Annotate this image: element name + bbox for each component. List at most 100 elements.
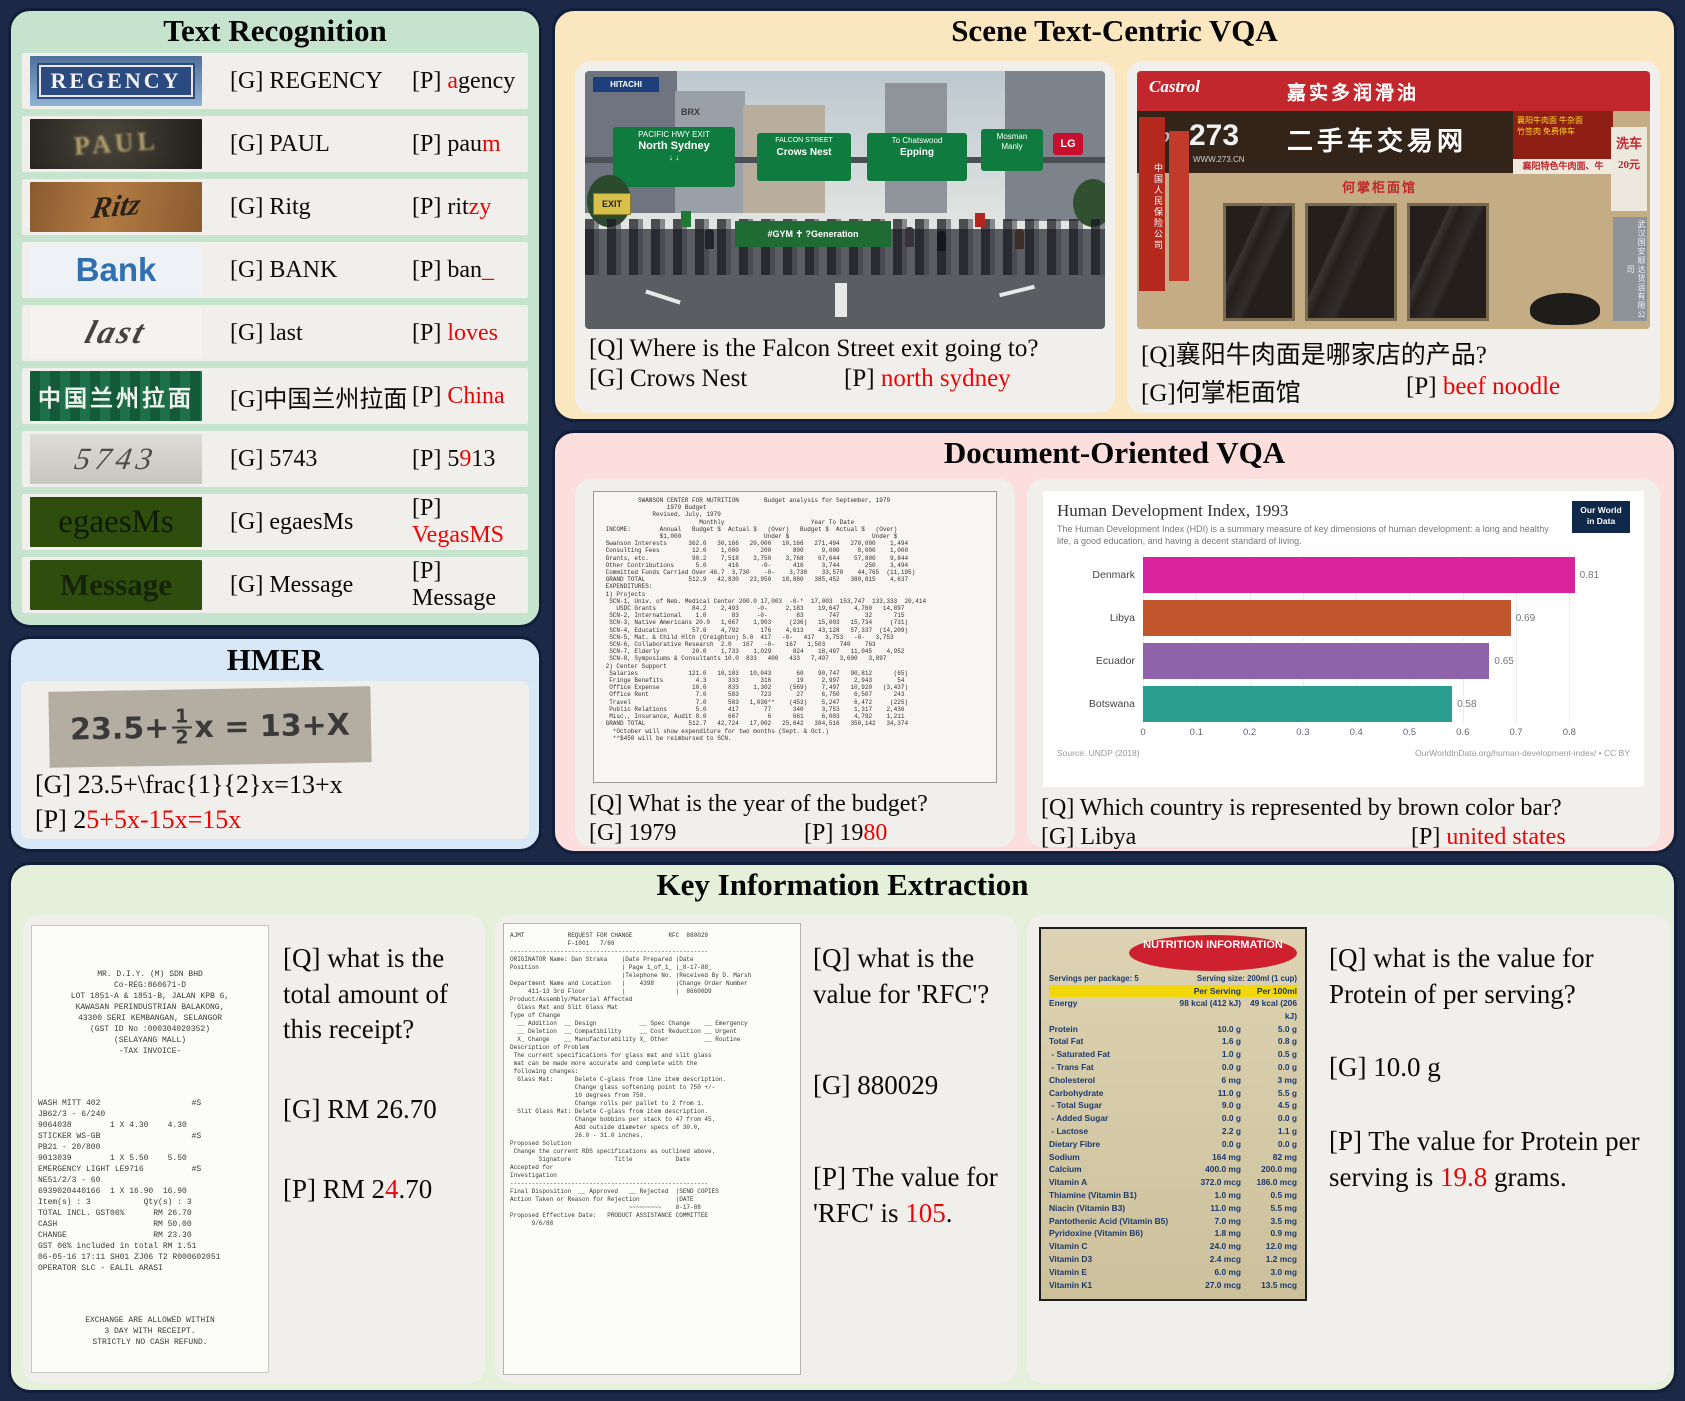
text-recognition-row: REGENCY [G] REGENCY [P] agency — [22, 53, 528, 109]
per-100ml-value: 5.5 mg — [1270, 1202, 1297, 1213]
ground-truth-text: [G] Ritg — [230, 193, 311, 220]
prediction-text: [P] united states — [1411, 824, 1566, 850]
street-scene-image: HITACHI BRX LG PACIFIC HWY EXIT North Sy… — [585, 71, 1105, 329]
form-line: Add outside diameter specs of 30.0, — [510, 1124, 701, 1131]
nutrient-name: Pantothenic Acid (Vitamin B5) — [1049, 1215, 1169, 1226]
document-line: Other Contributions 5.0 416 -0- 416 3,74… — [602, 561, 909, 569]
sign-arrows: ↓ ↓ — [668, 153, 680, 162]
nutrition-rows: Energy 98 kcal (412 kJ) 49 kcal (206 kJ)… — [1049, 997, 1297, 1291]
nutrition-row: Energy 98 kcal (412 kJ) 49 kcal (206 kJ) — [1049, 997, 1297, 1023]
text-recognition-panel: Text Recognition REGENCY [G] REGENCY [P]… — [8, 8, 542, 628]
form-line: Action Taken or Reason for Rejection |DA… — [510, 1196, 694, 1203]
form-line: Change the current RDS specifications as… — [510, 1148, 716, 1155]
per-100ml-value: 13.5 mcg — [1261, 1279, 1297, 1290]
form-line: 9/6/88 — [510, 1220, 554, 1227]
receipt-line: (GST ID No :000304020352) — [89, 1025, 211, 1034]
per-100ml-value: 3.5 mg — [1270, 1215, 1297, 1226]
document-line: SCN-8, Symposiums & Consultants 10.0 833… — [602, 655, 887, 663]
nutrition-row: - Saturated Fat 1.0 g 0.5 g — [1049, 1048, 1297, 1061]
owid-badge: Our World in Data — [1572, 501, 1630, 533]
nutrient-name: Vitamin E — [1049, 1266, 1088, 1277]
document-line: SCN-5, Mat. & Child Hlth (Creighton) 5.0… — [602, 633, 894, 641]
lubricant-sign-text: 嘉实多润滑油 — [1287, 83, 1420, 104]
nutrition-row: Vitamin D3 2.4 mcg 1.2 mcg — [1049, 1253, 1297, 1266]
per-100ml-value: 5.0 g — [1277, 1023, 1297, 1034]
kie-nutrition-card: NUTRITION INFORMATION Servings per packa… — [1027, 915, 1670, 1383]
per-100ml-value: 3 mg — [1277, 1074, 1297, 1085]
person — [1015, 229, 1024, 249]
per-100ml-value: 186.0 mcg — [1256, 1177, 1297, 1188]
per-serving-value: 11.0 mg — [1210, 1202, 1241, 1213]
math-post: x = 13+X — [194, 707, 351, 745]
document-line: 1) Projects — [602, 590, 646, 598]
nutrition-row: Niacin (Vitamin B3) 11.0 mg 5.5 mg — [1049, 1202, 1297, 1215]
chart-subtitle: The Human Development Index (HDI) is a s… — [1057, 524, 1549, 546]
form-line: Final Disposition __ Approved __ Rejecte… — [510, 1188, 719, 1195]
nutrient-name: Calcium — [1049, 1164, 1082, 1175]
per-serving-value: 400.0 mg — [1205, 1164, 1241, 1175]
form-line: AJMT REQUEST FOR CHANGE RFC 880029 — [510, 932, 709, 939]
receipt-line: GST 06% included in total RM 1.51 — [38, 1242, 197, 1251]
text-recognition-row: PAUL [G] PAUL [P] paum — [22, 116, 528, 172]
nutrition-row: - Trans Fat 0.0 g 0.0 g — [1049, 1061, 1297, 1074]
ground-truth-text: [G] 1979 — [589, 820, 677, 846]
per-100ml-value: 0.9 mg — [1270, 1228, 1297, 1239]
hmer-card: 23.5+ 1 2 x = 13+X [G] 23.5+\frac{1}{2}x=13… — [21, 681, 529, 839]
text-recognition-row: egaesMs [G] egaesMs [P] VegasMS — [22, 494, 528, 550]
form-line: |Telephone No. |Received By D. Marsh — [510, 972, 752, 979]
prediction-text: [P] Message — [412, 558, 496, 611]
sample-word-image: last — [30, 308, 202, 358]
form-line: Type of Change — [510, 1012, 561, 1019]
per-100ml-value: 1.2 mcg — [1265, 1253, 1297, 1264]
prediction-text: [P] 5913 — [412, 445, 496, 472]
per-100ml-value: 12.0 mg — [1265, 1241, 1297, 1252]
nutrition-heading: NUTRITION INFORMATION — [1129, 935, 1297, 971]
ground-truth-text: [G]中国兰州拉面 — [230, 386, 408, 413]
nutrient-name: Vitamin C — [1049, 1241, 1088, 1252]
receipt-line: (SELAYANG MALL) — [113, 1036, 186, 1045]
per-100ml-value: 3.0 mg — [1270, 1266, 1297, 1277]
wash-price: 20元 — [1618, 159, 1640, 171]
sample-word-image-text: Bank — [75, 251, 157, 288]
text-recognition-rows: REGENCY [G] REGENCY [P] agency PAUL [G] … — [11, 51, 539, 613]
nutrition-row: Pantothenic Acid (Vitamin B5) 7.0 mg 3.5… — [1049, 1215, 1297, 1228]
per-100ml-value: 0.0 g — [1277, 1113, 1297, 1124]
receipt-line: WASH MITT 402 #S — [38, 1099, 202, 1108]
receipt-header: MR. D.I.Y. (M) SDN BHD Co-REG:860671-D LOT… — [38, 936, 262, 1057]
hdi-rows: Denmark 0.81 Libya 0.69 Ecuador 0.65 Botswana 0… — [1057, 555, 1630, 724]
sample-word-image: REGENCY — [30, 56, 202, 106]
budget-document-image: SWANSON CENTER FOR NUTRITION Budget anal… — [593, 491, 997, 783]
per-100ml-value: 0.8 g — [1277, 1036, 1297, 1047]
kie-panel: Key Information Extraction MR. D.I.Y. (M… — [8, 862, 1677, 1393]
form-line: Accepted for — [510, 1164, 554, 1171]
nutrient-name: Dietary Fibre — [1049, 1138, 1101, 1149]
sample-word-image: Message — [30, 560, 202, 610]
per-serving-value: 27.0 mcg — [1205, 1279, 1241, 1290]
math-denominator: 2 — [175, 726, 189, 749]
hdi-bar-row: Botswana 0.58 — [1057, 684, 1630, 724]
prediction-text: [P] agency — [412, 67, 516, 94]
highway-sign-crows-nest: FALCON STREET Crows Nest — [757, 133, 851, 181]
document-line: USDC Grants 84.2 2,493 -0- 2,183 19,647 … — [602, 605, 905, 613]
form-line: Slit Glass Mat: Delete C-glass from item… — [510, 1108, 709, 1115]
owid-badge-line: Our World — [1580, 505, 1622, 515]
prediction-text: [P] north sydney — [844, 365, 1011, 392]
per-serving-value: 1.0 g — [1221, 1049, 1241, 1060]
sign-line: FALCON STREET — [775, 137, 833, 144]
per-100ml-value: 0.5 g — [1277, 1049, 1297, 1060]
form-line: Change glass softening point to 750 +/- — [510, 1084, 716, 1091]
chart-source: Source: UNDP (2018) — [1057, 748, 1140, 759]
wash-text: 洗车 — [1615, 136, 1642, 151]
form-line: The current specifications for glass mat… — [510, 1052, 712, 1059]
sign-line: Crows Nest — [776, 147, 832, 158]
kie-form-card: AJMT REQUEST FOR CHANGE RFC 880029 F-100… — [495, 915, 1017, 1383]
per-serving-value: 7.0 mg — [1214, 1215, 1241, 1226]
receipt-spacer — [38, 1274, 262, 1282]
kie-title: Key Information Extraction — [656, 867, 1029, 902]
per-serving-value: 2.4 mcg — [1209, 1253, 1241, 1264]
decorative-rule — [1139, 957, 1225, 960]
document-line: INCOME: Annual Budget $ Actual $ (Over) … — [602, 525, 898, 533]
col-per-serving: Per Serving — [1193, 986, 1241, 996]
document-line: Office Rent 7.0 583 723 27 6,750 6,507 2… — [602, 691, 905, 699]
answer-row: [G]何掌柜面馆 [P] beef noodle — [1141, 373, 1646, 409]
